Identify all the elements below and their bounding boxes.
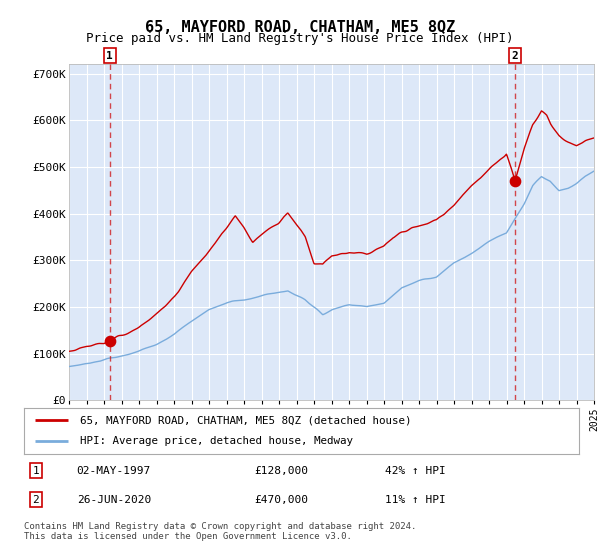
Text: HPI: Average price, detached house, Medway: HPI: Average price, detached house, Medw… [79,436,353,446]
Text: 1: 1 [32,466,39,476]
Text: £470,000: £470,000 [254,495,308,505]
Text: 26-JUN-2020: 26-JUN-2020 [77,495,151,505]
Text: 2: 2 [32,495,39,505]
Text: 42% ↑ HPI: 42% ↑ HPI [385,466,445,476]
Text: £128,000: £128,000 [254,466,308,476]
Text: Contains HM Land Registry data © Crown copyright and database right 2024.
This d: Contains HM Land Registry data © Crown c… [24,522,416,542]
Text: Price paid vs. HM Land Registry's House Price Index (HPI): Price paid vs. HM Land Registry's House … [86,32,514,45]
Text: 65, MAYFORD ROAD, CHATHAM, ME5 8QZ (detached house): 65, MAYFORD ROAD, CHATHAM, ME5 8QZ (deta… [79,415,411,425]
Point [510,176,520,185]
Point [105,336,115,345]
Text: 2: 2 [512,50,518,60]
Text: 11% ↑ HPI: 11% ↑ HPI [385,495,445,505]
Text: 1: 1 [106,50,113,60]
Text: 02-MAY-1997: 02-MAY-1997 [77,466,151,476]
Text: 65, MAYFORD ROAD, CHATHAM, ME5 8QZ: 65, MAYFORD ROAD, CHATHAM, ME5 8QZ [145,20,455,35]
